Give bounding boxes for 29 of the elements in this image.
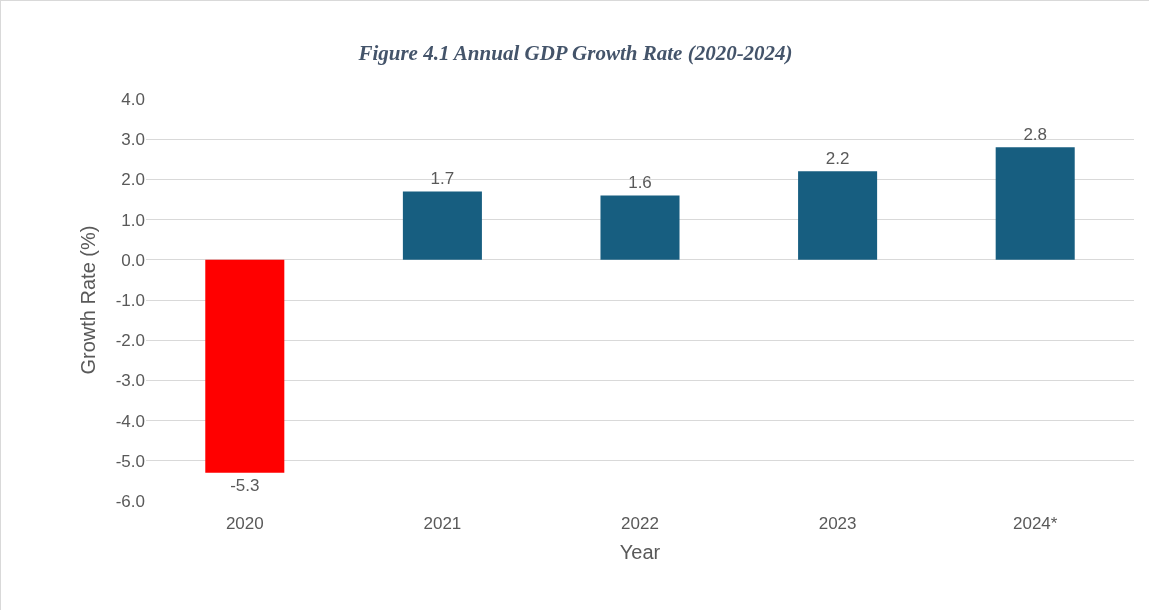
data-label: 2.8: [1023, 125, 1048, 145]
y-tick-label: -2.0: [115, 331, 145, 351]
data-label: 2.2: [825, 149, 850, 169]
x-axis-title: Year: [619, 540, 661, 563]
x-tick-label: 2020: [225, 514, 264, 533]
x-tick-label: 2022: [621, 514, 659, 533]
y-axis-title: Growth Rate (%): [77, 225, 100, 375]
bar: [205, 259, 285, 473]
x-tick-label: 2021: [423, 514, 462, 533]
x-tick-label: 2024*: [1012, 514, 1058, 533]
y-tick-label: -6.0: [115, 491, 145, 511]
bar: [402, 191, 482, 260]
y-tick-label: -1.0: [115, 290, 145, 310]
data-label: 1.6: [628, 173, 652, 193]
bar: [995, 147, 1075, 260]
bar: [798, 171, 878, 260]
y-tick-label: -5.0: [115, 451, 145, 471]
y-tick-label: 3.0: [121, 130, 145, 150]
bar: [600, 195, 680, 260]
y-tick-label: -3.0: [115, 371, 145, 391]
y-tick-label: -4.0: [115, 411, 145, 431]
x-tick-label: 2023: [818, 514, 857, 533]
data-label: 1.7: [430, 169, 455, 189]
data-label: -5.3: [230, 475, 260, 495]
y-tick-label: 2.0: [121, 170, 145, 190]
y-tick-label: 4.0: [121, 89, 145, 109]
chart-title: Figure 4.1 Annual GDP Growth Rate (2020-2024): [357, 41, 793, 66]
y-tick-label: 1.0: [121, 210, 145, 230]
y-tick-label: 0.0: [121, 250, 145, 270]
